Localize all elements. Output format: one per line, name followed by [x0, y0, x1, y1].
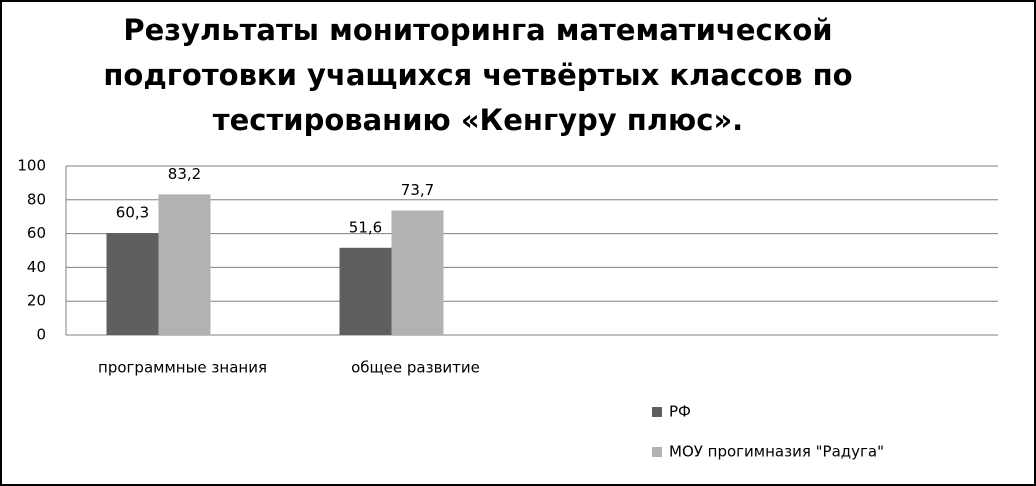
bar: [391, 210, 444, 335]
y-tick-label: 60: [27, 224, 46, 242]
legend-swatch: [652, 447, 662, 457]
value-label: 83,2: [168, 165, 201, 183]
y-tick-label: 0: [36, 326, 46, 344]
bar: [106, 233, 159, 335]
legend-label: МОУ прогимназия "Радуга": [669, 443, 884, 461]
bar: [158, 194, 211, 335]
y-tick-label: 80: [27, 190, 46, 208]
y-tick-label: 100: [17, 157, 46, 175]
value-label: 51,6: [349, 218, 382, 236]
y-tick-label: 40: [27, 258, 46, 276]
chart-title: подготовки учащихся четвёртых классов по: [103, 58, 852, 92]
bar: [339, 247, 392, 335]
x-tick-label: программные знания: [98, 359, 267, 377]
value-label: 60,3: [116, 204, 149, 222]
legend-swatch: [652, 407, 662, 417]
chart-title: тестированию «Кенгуру плюс».: [213, 103, 743, 137]
value-label: 73,7: [401, 181, 434, 199]
legend-label: РФ: [669, 403, 691, 421]
x-tick-label: общее развитие: [351, 359, 480, 377]
chart-title: Результаты мониторинга математической: [123, 13, 832, 47]
y-tick-label: 20: [27, 292, 46, 310]
